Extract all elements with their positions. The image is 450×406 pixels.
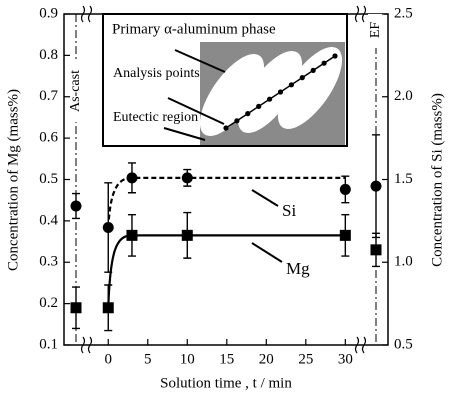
x-tick-label: 5	[144, 351, 152, 367]
marker	[181, 229, 193, 241]
y2-tick-label: 2.0	[394, 88, 413, 104]
y-tick-label: 0.5	[39, 171, 58, 187]
marker	[370, 180, 382, 192]
x-tick-label: 10	[180, 351, 195, 367]
marker	[339, 183, 351, 195]
x-tick-label: 0	[105, 351, 113, 367]
y-tick-label: 0.3	[39, 254, 58, 270]
analysis-point	[299, 75, 305, 81]
inset-label: Eutectic region	[113, 110, 198, 125]
analysis-point	[288, 82, 294, 88]
x-tick-label: 20	[259, 351, 274, 367]
analysis-point	[245, 111, 251, 117]
y2-tick-label: 0.5	[394, 336, 413, 352]
inset-label: Analysis points	[113, 66, 200, 81]
series-label: Mg	[286, 259, 310, 278]
y-tick-label: 0.2	[39, 295, 58, 311]
x-tick-label: 30	[338, 351, 353, 367]
marker	[370, 244, 382, 256]
marker	[126, 229, 138, 241]
y-tick-label: 0.4	[39, 212, 58, 228]
y2-tick-label: 1.5	[394, 171, 413, 187]
analysis-point	[310, 67, 316, 73]
y-tick-label: 0.9	[39, 5, 58, 21]
analysis-point	[234, 118, 240, 124]
y-tick-label: 0.6	[39, 130, 58, 146]
axis-break	[80, 5, 367, 354]
marker	[339, 229, 351, 241]
marker	[70, 200, 82, 212]
trend-line	[107, 234, 346, 308]
analysis-point	[223, 125, 229, 131]
y2-tick-label: 2.5	[394, 5, 413, 21]
analysis-point	[321, 60, 327, 66]
marker	[102, 221, 114, 233]
arrow	[251, 189, 279, 207]
side-label: EF	[368, 22, 383, 39]
y-tick-label: 0.7	[39, 88, 58, 104]
analysis-point	[332, 53, 338, 59]
y-tick-label: 0.1	[39, 336, 58, 352]
marker	[70, 302, 82, 314]
side-label: As-cast	[68, 70, 83, 112]
arrow	[251, 242, 283, 263]
analysis-point	[267, 96, 273, 102]
y2-tick-label: 1.0	[394, 254, 413, 270]
analysis-point	[256, 103, 262, 109]
marker	[181, 172, 193, 184]
x-tick-label: 25	[298, 351, 313, 367]
trend-line	[107, 176, 346, 228]
analysis-point	[277, 89, 284, 95]
x-tick-label: 15	[219, 351, 234, 367]
y-tick-label: 0.8	[39, 47, 58, 63]
series-label: Si	[282, 201, 296, 220]
inset-label: Primary α-aluminum phase	[112, 21, 276, 37]
marker	[126, 172, 138, 184]
marker	[102, 302, 114, 314]
y2-axis-label: Concentration of Si (mass%)	[429, 93, 445, 267]
inset	[102, 13, 348, 147]
x-axis-label: Solution time , t / min	[160, 375, 292, 391]
y-axis-label: Concentration of Mg (mass%)	[5, 89, 21, 271]
